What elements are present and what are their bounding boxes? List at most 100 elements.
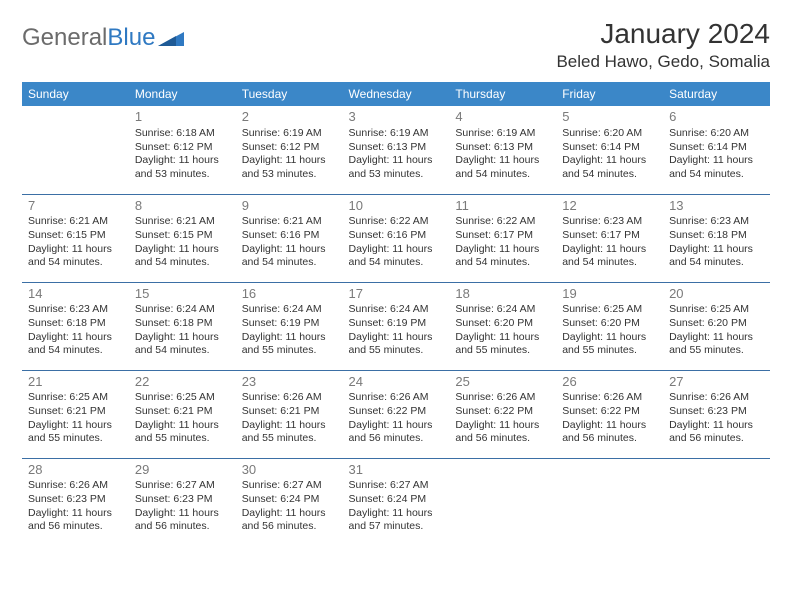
cell-sunset: Sunset: 6:24 PM [349,493,444,507]
cell-day2: and 54 minutes. [349,256,444,270]
cell-day1: Daylight: 11 hours [349,419,444,433]
cell-sunset: Sunset: 6:23 PM [28,493,123,507]
cell-day1: Daylight: 11 hours [242,243,337,257]
cell-sunset: Sunset: 6:22 PM [349,405,444,419]
cell-day1: Daylight: 11 hours [349,154,444,168]
calendar-cell: 23Sunrise: 6:26 AMSunset: 6:21 PMDayligh… [236,370,343,458]
cell-sunrise: Sunrise: 6:22 AM [349,215,444,229]
cell-sunset: Sunset: 6:22 PM [455,405,550,419]
cell-sunset: Sunset: 6:17 PM [455,229,550,243]
cell-sunrise: Sunrise: 6:20 AM [669,127,764,141]
day-number: 30 [242,462,337,479]
day-number: 18 [455,286,550,303]
cell-day2: and 56 minutes. [455,432,550,446]
cell-sunrise: Sunrise: 6:26 AM [28,479,123,493]
cell-day2: and 56 minutes. [135,520,230,534]
calendar-cell: 1Sunrise: 6:18 AMSunset: 6:12 PMDaylight… [129,106,236,194]
cell-sunset: Sunset: 6:15 PM [135,229,230,243]
cell-day1: Daylight: 11 hours [242,154,337,168]
cell-sunset: Sunset: 6:20 PM [455,317,550,331]
cell-sunset: Sunset: 6:23 PM [135,493,230,507]
cell-day1: Daylight: 11 hours [242,331,337,345]
calendar-table: Sunday Monday Tuesday Wednesday Thursday… [22,82,770,546]
cell-sunrise: Sunrise: 6:18 AM [135,127,230,141]
cell-sunrise: Sunrise: 6:24 AM [242,303,337,317]
calendar-cell: 19Sunrise: 6:25 AMSunset: 6:20 PMDayligh… [556,282,663,370]
calendar-cell: 28Sunrise: 6:26 AMSunset: 6:23 PMDayligh… [22,458,129,546]
cell-day1: Daylight: 11 hours [455,331,550,345]
calendar-cell: 7Sunrise: 6:21 AMSunset: 6:15 PMDaylight… [22,194,129,282]
cell-sunrise: Sunrise: 6:19 AM [242,127,337,141]
calendar-cell [556,458,663,546]
calendar-cell: 2Sunrise: 6:19 AMSunset: 6:12 PMDaylight… [236,106,343,194]
cell-day1: Daylight: 11 hours [669,154,764,168]
calendar-cell: 5Sunrise: 6:20 AMSunset: 6:14 PMDaylight… [556,106,663,194]
cell-day2: and 55 minutes. [135,432,230,446]
calendar-week-row: 1Sunrise: 6:18 AMSunset: 6:12 PMDaylight… [22,106,770,194]
day-number: 12 [562,198,657,215]
cell-day1: Daylight: 11 hours [135,243,230,257]
calendar-cell: 17Sunrise: 6:24 AMSunset: 6:19 PMDayligh… [343,282,450,370]
calendar-cell: 16Sunrise: 6:24 AMSunset: 6:19 PMDayligh… [236,282,343,370]
cell-day2: and 56 minutes. [349,432,444,446]
cell-sunset: Sunset: 6:19 PM [242,317,337,331]
calendar-week-row: 14Sunrise: 6:23 AMSunset: 6:18 PMDayligh… [22,282,770,370]
cell-sunset: Sunset: 6:14 PM [669,141,764,155]
cell-sunrise: Sunrise: 6:25 AM [28,391,123,405]
cell-day2: and 54 minutes. [28,344,123,358]
weekday-header: Thursday [449,82,556,106]
cell-day1: Daylight: 11 hours [242,419,337,433]
cell-sunset: Sunset: 6:16 PM [349,229,444,243]
cell-day2: and 57 minutes. [349,520,444,534]
day-number: 31 [349,462,444,479]
cell-day2: and 54 minutes. [669,256,764,270]
cell-sunset: Sunset: 6:16 PM [242,229,337,243]
cell-sunset: Sunset: 6:13 PM [349,141,444,155]
cell-sunrise: Sunrise: 6:25 AM [669,303,764,317]
day-number: 25 [455,374,550,391]
calendar-cell: 9Sunrise: 6:21 AMSunset: 6:16 PMDaylight… [236,194,343,282]
day-number: 17 [349,286,444,303]
cell-day2: and 56 minutes. [562,432,657,446]
day-number: 15 [135,286,230,303]
cell-day1: Daylight: 11 hours [562,331,657,345]
cell-day1: Daylight: 11 hours [455,243,550,257]
cell-sunset: Sunset: 6:23 PM [669,405,764,419]
weekday-header: Tuesday [236,82,343,106]
day-number: 16 [242,286,337,303]
calendar-cell: 14Sunrise: 6:23 AMSunset: 6:18 PMDayligh… [22,282,129,370]
day-number: 26 [562,374,657,391]
month-title: January 2024 [556,18,770,50]
cell-sunset: Sunset: 6:22 PM [562,405,657,419]
cell-day1: Daylight: 11 hours [669,243,764,257]
weekday-header: Wednesday [343,82,450,106]
cell-day2: and 56 minutes. [28,520,123,534]
day-number: 10 [349,198,444,215]
calendar-cell: 29Sunrise: 6:27 AMSunset: 6:23 PMDayligh… [129,458,236,546]
day-number: 3 [349,109,444,126]
cell-sunset: Sunset: 6:17 PM [562,229,657,243]
cell-sunrise: Sunrise: 6:20 AM [562,127,657,141]
calendar-cell: 24Sunrise: 6:26 AMSunset: 6:22 PMDayligh… [343,370,450,458]
cell-sunset: Sunset: 6:14 PM [562,141,657,155]
weekday-header: Monday [129,82,236,106]
cell-day1: Daylight: 11 hours [562,419,657,433]
calendar-week-row: 21Sunrise: 6:25 AMSunset: 6:21 PMDayligh… [22,370,770,458]
cell-day1: Daylight: 11 hours [28,331,123,345]
cell-sunrise: Sunrise: 6:25 AM [135,391,230,405]
day-number: 1 [135,109,230,126]
cell-sunrise: Sunrise: 6:27 AM [349,479,444,493]
day-number: 9 [242,198,337,215]
cell-sunrise: Sunrise: 6:24 AM [455,303,550,317]
cell-day1: Daylight: 11 hours [28,507,123,521]
day-number: 23 [242,374,337,391]
calendar-week-row: 7Sunrise: 6:21 AMSunset: 6:15 PMDaylight… [22,194,770,282]
day-number: 22 [135,374,230,391]
cell-sunset: Sunset: 6:19 PM [349,317,444,331]
calendar-cell: 3Sunrise: 6:19 AMSunset: 6:13 PMDaylight… [343,106,450,194]
cell-day2: and 54 minutes. [562,168,657,182]
cell-day2: and 54 minutes. [135,344,230,358]
cell-day2: and 55 minutes. [242,432,337,446]
cell-day1: Daylight: 11 hours [669,331,764,345]
cell-day1: Daylight: 11 hours [135,154,230,168]
